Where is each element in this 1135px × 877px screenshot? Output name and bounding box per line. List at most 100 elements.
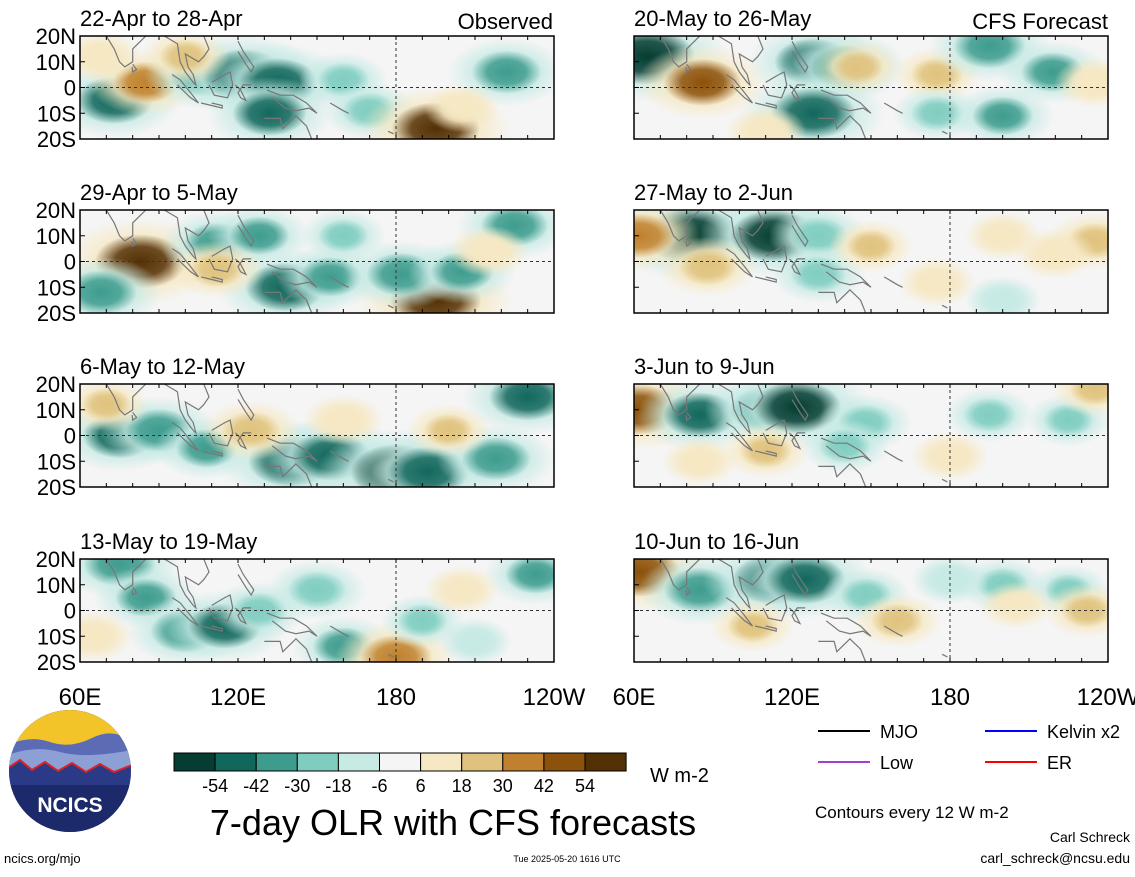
coastline [171,422,199,452]
panel-date-label: 3-Jun to 9-Jun [634,354,775,379]
coastline [234,84,252,102]
y-tick-label: 0 [64,599,76,624]
coastline [717,210,764,261]
colorbar-swatch [461,752,504,772]
coastline [234,607,252,625]
coastline [105,384,147,416]
coastline [754,625,777,632]
line-legend: MJO Kelvin x2 Low ER [818,722,1120,773]
y-tick-label: 0 [64,250,76,275]
coastline [131,411,138,422]
coastline [754,276,777,283]
coastline [264,288,313,313]
anomaly-cell [505,559,554,594]
observed-label: Observed [458,9,553,34]
anomaly-cell [634,213,676,258]
figure-title: 7-day OLR with CFS forecasts [210,802,696,843]
coastline [788,432,806,450]
anomaly-cell [963,397,1016,433]
coastline [163,36,210,87]
coastline [883,276,903,288]
coastline [717,559,764,610]
colorbar-swatch [214,752,257,772]
coastline [387,130,394,135]
colorbar-tick-label: 30 [493,776,513,796]
coastline [237,214,255,248]
anomaly-cell [287,571,347,609]
coastline [387,478,394,483]
colorbar: -54 -42 -30 -18 -6 6 18 30 42 54 [173,752,627,796]
coastline [234,258,252,276]
legend-label: MJO [880,722,918,742]
y-tick-label: 20N [36,24,76,49]
timestamp: Tue 2025-05-20 1616 UTC [513,854,621,864]
anomaly-cell [397,604,448,638]
anomaly-cell [972,96,1034,136]
coastline [234,432,252,450]
coastline [820,89,872,114]
colorbar-swatch [255,752,298,772]
coastline [264,637,313,662]
y-tick-label: 10S [37,624,76,649]
coastline [208,71,234,99]
anomaly-cell [80,620,118,653]
anomaly-cell [488,384,554,421]
anomaly-field [80,36,554,139]
coastline [131,63,138,74]
anomaly-cell [980,220,1025,251]
coastline [329,625,349,637]
coastline [762,419,788,447]
y-tick-label: 0 [64,76,76,101]
coastlines [659,36,948,139]
anomaly-cell [871,603,924,638]
coastline [788,607,806,625]
coastline [685,411,692,422]
colorbar-tick-label: 42 [534,776,554,796]
anomaly-cell [318,219,369,253]
x-tick-label: 180 [930,684,970,711]
coastline [941,653,948,658]
anomaly-cell [831,49,884,85]
coastline [659,36,701,68]
coastline [208,419,234,447]
coastline [659,559,701,591]
coastlines [105,559,394,662]
coastline [762,594,788,622]
anomaly-cell [439,574,485,606]
coastline [685,237,692,248]
coastlines [659,210,948,313]
anomaly-cell [464,235,513,268]
anomaly-cell [1070,66,1108,99]
anomaly-cell [741,115,790,139]
anomaly-cell [453,626,497,657]
y-tick-label: 20N [36,547,76,572]
y-tick-label: 20N [36,198,76,223]
coastline [208,245,234,273]
coastline [754,102,777,109]
coastline [266,612,318,637]
y-tick-label: 0 [64,424,76,449]
coastline [105,559,147,591]
y-tick-label: 10S [37,101,76,126]
coastline [791,214,809,248]
coastline [820,437,872,462]
y-tick-label: 10N [36,573,76,598]
panel-date-label: 10-Jun to 16-Jun [634,529,799,554]
coastline [387,304,394,309]
coastline [685,586,692,597]
coastline [659,384,701,416]
coastline [131,237,138,248]
coastline [788,258,806,276]
panel-date-label: 27-May to 2-Jun [634,180,793,205]
panel-date-label: 22-Apr to 28-Apr [80,6,243,31]
coastline [788,84,806,102]
coastline [200,276,223,283]
coastline [208,594,234,622]
logo-text: NCICS [37,794,102,817]
coastline [762,245,788,273]
author-email: carl_schreck@ncsu.edu [980,850,1130,866]
colorbar-tick-label: -42 [243,776,269,796]
